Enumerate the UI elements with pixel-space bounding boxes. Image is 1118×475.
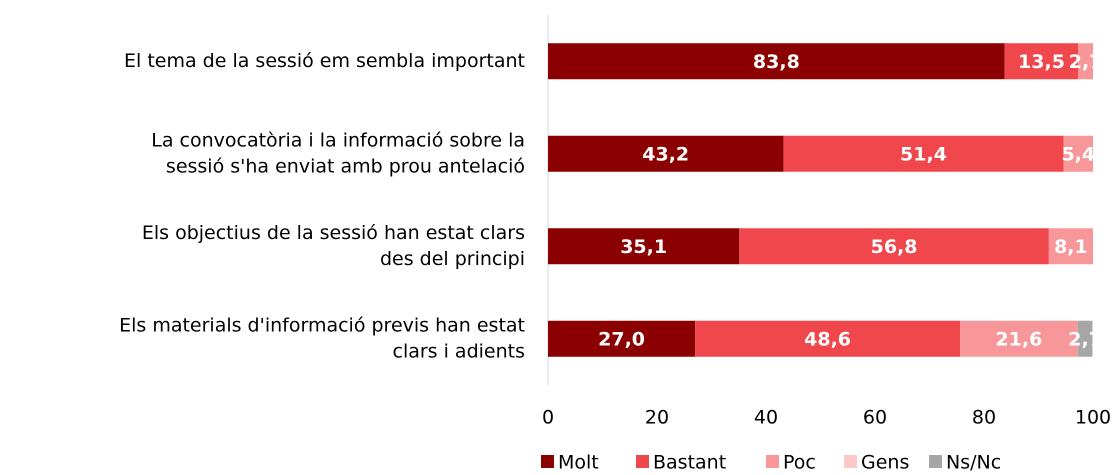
- bar-segment: [960, 320, 1078, 357]
- legend-label: Gens: [861, 452, 909, 474]
- category-label: Els materials d'informació previs han es…: [119, 314, 525, 336]
- bar-segment: [783, 135, 1064, 172]
- value-label: 2,7: [1068, 328, 1102, 350]
- category-label: des del principi: [380, 248, 525, 270]
- category-label: Els objectius de la sessió han estat cla…: [142, 222, 525, 244]
- value-label: 48,6: [804, 328, 851, 350]
- bar-segment: [1077, 320, 1093, 357]
- bar-segment: [1004, 43, 1079, 80]
- value-label: 35,1: [620, 236, 667, 258]
- x-tick-label: 20: [645, 407, 669, 429]
- x-tick-label: 100: [1075, 407, 1111, 429]
- category-label: sessió s'ha enviat amb prou antelació: [166, 155, 525, 177]
- legend-swatch: [541, 455, 554, 468]
- bar-segment: [548, 43, 1005, 80]
- value-label: 51,4: [900, 143, 947, 165]
- category-label: El tema de la sessió em sembla important: [124, 50, 525, 72]
- value-label: 5,4: [1061, 143, 1095, 165]
- value-label: 21,6: [995, 328, 1042, 350]
- category-label: La convocatòria i la informació sobre la: [151, 129, 525, 151]
- bar-segment: [739, 228, 1049, 265]
- legend-label: Poc: [783, 452, 816, 474]
- value-label: 43,2: [642, 143, 689, 165]
- x-tick-label: 80: [972, 407, 996, 429]
- legend-swatch: [766, 455, 779, 468]
- x-tick-label: 60: [863, 407, 887, 429]
- bar-segment: [1063, 135, 1093, 172]
- bar-segment: [548, 228, 740, 265]
- value-label: 56,8: [871, 236, 918, 258]
- value-label: 13,5: [1018, 51, 1065, 73]
- legend-label: Bastant: [653, 452, 726, 474]
- value-label: 27,0: [598, 328, 645, 350]
- legend-label: Molt: [558, 452, 599, 474]
- bar-segment: [548, 135, 784, 172]
- legend-swatch: [636, 455, 649, 468]
- category-label: clars i adients: [393, 340, 526, 362]
- value-label: 83,8: [753, 51, 800, 73]
- value-label: 8,1: [1054, 236, 1088, 258]
- bar-segment: [1048, 228, 1093, 265]
- bar-segment: [695, 320, 961, 357]
- x-tick-label: 40: [754, 407, 778, 429]
- legend-swatch: [929, 455, 942, 468]
- legend-swatch: [844, 455, 857, 468]
- bar-segment: [1078, 43, 1093, 80]
- bar-segment: [548, 320, 696, 357]
- legend-label: Ns/Nc: [946, 452, 1001, 474]
- value-label: 2,7: [1069, 51, 1103, 73]
- x-tick-label: 0: [542, 407, 554, 429]
